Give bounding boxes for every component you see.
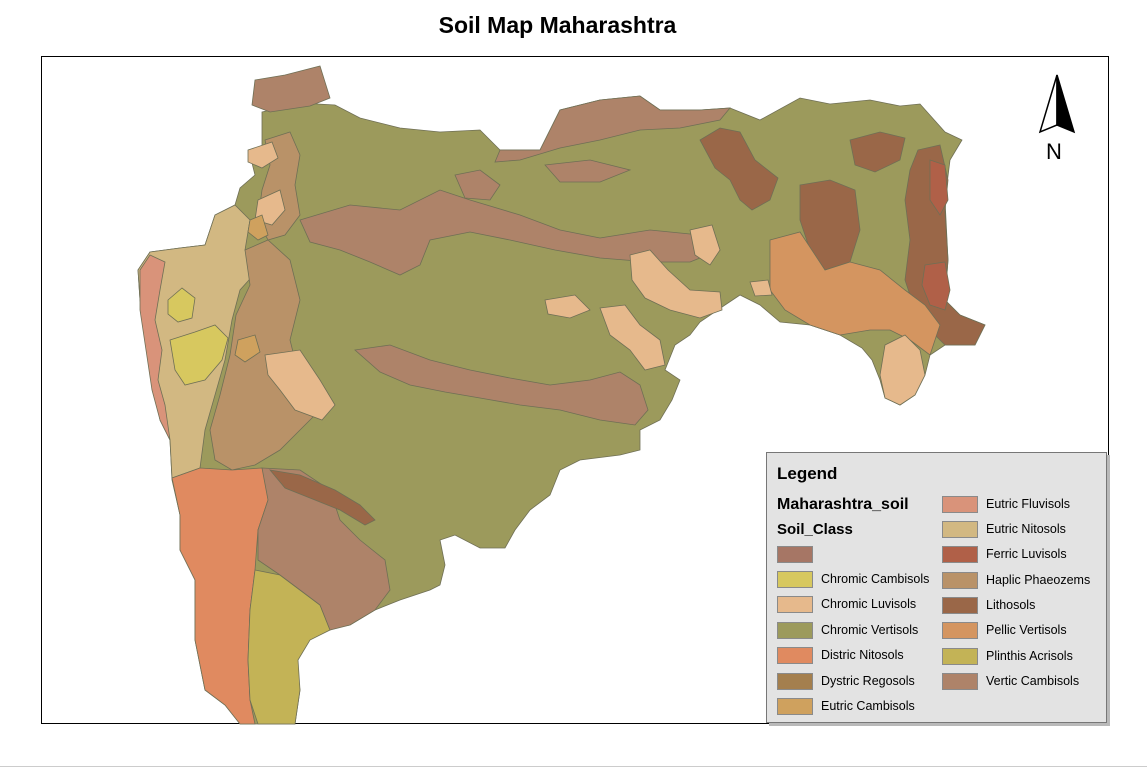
legend-item-label: Vertic Cambisols	[986, 674, 1080, 688]
legend-title: Legend	[777, 464, 838, 483]
region-eutric-fluvisols	[139, 254, 171, 441]
region-ferric-luvisols	[921, 159, 951, 311]
legend-swatch	[777, 646, 813, 664]
legend-item-label: Pellic Vertisols	[986, 623, 1067, 637]
legend-item-label: Dystric Regosols	[821, 674, 915, 688]
legend-item: Haplic Phaeozems	[942, 570, 1090, 590]
legend-panel: Legend Maharashtra_soil Soil_Class Chrom…	[766, 452, 1107, 723]
legend-item-label: Eutric Nitosols	[986, 522, 1066, 536]
legend-swatch	[777, 697, 813, 715]
map-title: Soil Map Maharashtra	[438, 12, 677, 38]
region-eutric-cambisols	[234, 214, 269, 363]
legend-item: Eutric Fluvisols	[942, 494, 1070, 514]
legend-swatch	[777, 595, 813, 613]
legend-item-label: Plinthis Acrisols	[986, 649, 1073, 663]
legend-item-label: Chromic Luvisols	[821, 597, 917, 611]
legend-layer-name: Maharashtra_soil	[777, 496, 909, 513]
legend-item: Eutric Nitosols	[942, 519, 1066, 539]
legend-item-label: Haplic Phaeozems	[986, 573, 1091, 587]
legend-item: Eutric Cambisols	[777, 696, 915, 716]
legend-item-label: Lithosols	[986, 598, 1036, 612]
legend-swatch	[777, 570, 813, 588]
legend-item: Pellic Vertisols	[942, 620, 1067, 640]
region-lithosols-streak	[269, 469, 376, 526]
legend-item: Vertic Cambisols	[942, 671, 1079, 691]
legend-swatch	[942, 621, 978, 639]
north-label: N	[1046, 139, 1062, 164]
region-chromic-cambisols	[167, 287, 229, 386]
legend-swatch	[942, 545, 978, 563]
legend-item: Ferric Luvisols	[942, 544, 1067, 564]
legend-item: Lithosols	[942, 595, 1035, 615]
region-vertic-cambisols-central-3	[454, 159, 632, 201]
legend-item-label: Eutric Fluvisols	[986, 497, 1071, 511]
region-chromic-luvisols-west	[247, 141, 336, 421]
region-chromic-luvisols-central	[544, 224, 723, 371]
region-vertic-cambisols-central-2	[354, 344, 649, 426]
legend-item-label: Chromic Cambisols	[821, 572, 930, 586]
region-vertic-cambisols-southwest	[257, 467, 391, 631]
legend-swatch	[942, 495, 978, 513]
legend-item-label: Chromic Vertisols	[821, 623, 919, 637]
legend-field-name: Soil_Class	[777, 521, 853, 538]
legend-swatch	[777, 621, 813, 639]
page-bottom-divider	[0, 766, 1147, 767]
legend-item: Chromic Vertisols	[777, 620, 918, 640]
legend-item-label: Ferric Luvisols	[986, 547, 1067, 561]
legend-swatch	[942, 520, 978, 538]
legend-item: Dystric Regosols	[777, 671, 915, 691]
legend-item-label: Distric Nitosols	[821, 648, 904, 662]
legend-item: Chromic Luvisols	[777, 594, 916, 614]
legend-item: Plinthis Acrisols	[942, 646, 1073, 666]
region-vertic-cambisols-north	[251, 65, 331, 113]
legend-item	[777, 544, 821, 564]
legend-swatch	[942, 647, 978, 665]
region-vertic-cambisols-northstrip	[494, 95, 731, 163]
legend-swatch	[777, 545, 813, 563]
legend-item: Distric Nitosols	[777, 645, 904, 665]
legend-swatch	[942, 596, 978, 614]
legend-swatch	[777, 672, 813, 690]
region-chromic-luvisols-east	[749, 279, 926, 406]
legend-item-label: Eutric Cambisols	[821, 699, 915, 713]
legend-item: Chromic Cambisols	[777, 569, 929, 589]
legend-swatch	[942, 571, 978, 589]
north-arrow-icon	[1038, 74, 1076, 134]
legend-swatch	[942, 672, 978, 690]
region-pellic-vertisols	[769, 231, 941, 356]
